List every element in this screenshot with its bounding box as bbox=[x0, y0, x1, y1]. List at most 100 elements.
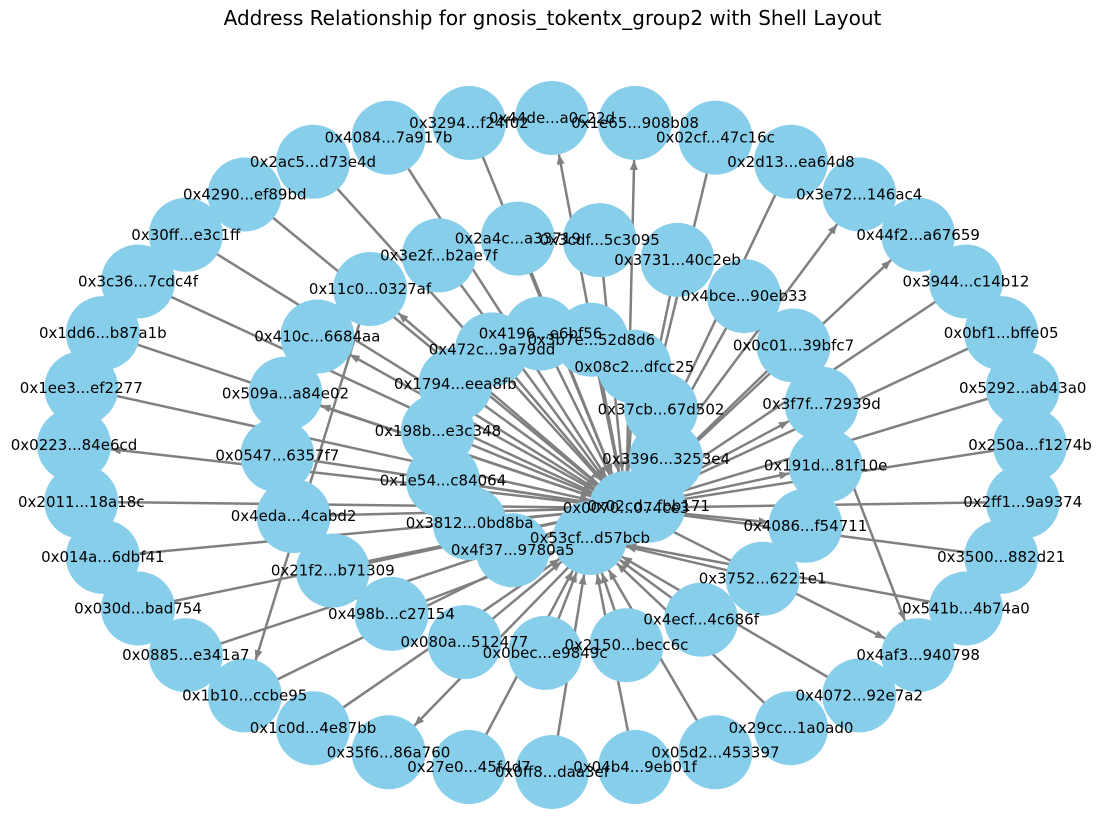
node-label: 0x3c36...7cdc4f bbox=[78, 273, 199, 291]
graph-node bbox=[553, 501, 627, 575]
node-circle bbox=[515, 735, 589, 809]
node-label: 0x0ff8...daa3ef bbox=[495, 763, 610, 781]
node-circle bbox=[768, 488, 843, 563]
graph-node bbox=[503, 296, 578, 371]
node-circle bbox=[148, 197, 223, 272]
node-circle bbox=[822, 658, 897, 733]
node-label: 0x3e72...146ac4 bbox=[796, 186, 922, 204]
node-label: 0x191d...81f10e bbox=[764, 457, 888, 475]
node-label: 0x3731...40c2eb bbox=[614, 251, 741, 269]
node-circle bbox=[756, 308, 831, 383]
graph-node bbox=[515, 735, 589, 809]
node-label: 0x29cc...1a0ad0 bbox=[729, 719, 854, 737]
node-circle bbox=[515, 81, 589, 155]
graph-node bbox=[148, 197, 223, 272]
node-circle bbox=[276, 691, 350, 766]
graph-node bbox=[756, 308, 831, 383]
node-label: 0x0bec...e9849c bbox=[483, 644, 608, 662]
node-label: 0x02cd...fbb171 bbox=[587, 497, 710, 515]
node-label: 0x498b...c27154 bbox=[328, 605, 455, 623]
graph-node bbox=[562, 203, 637, 278]
graph-node bbox=[964, 519, 1039, 594]
node-label: 0x1e54...c84064 bbox=[380, 472, 507, 490]
edge bbox=[243, 193, 599, 486]
edge bbox=[80, 386, 591, 502]
node-circle bbox=[148, 618, 223, 693]
node-label: 0x02cf...47c16c bbox=[656, 129, 775, 147]
graph-node bbox=[65, 296, 140, 371]
node-label: 0x0547...6357f7 bbox=[215, 446, 339, 464]
graph-node bbox=[401, 218, 476, 293]
graph-node bbox=[515, 81, 589, 155]
node-label: 0x53cf...d57bcb bbox=[530, 529, 650, 547]
node-circle bbox=[784, 366, 859, 441]
node-label: 0x509a...a84e02 bbox=[222, 385, 349, 403]
node-label: 0x0c01...39bfc7 bbox=[733, 337, 854, 355]
node-circle bbox=[664, 582, 739, 657]
edge bbox=[185, 233, 596, 490]
node-label: 0x3cdf...5c3095 bbox=[540, 231, 660, 249]
node-label: 0x3294...f24f02 bbox=[409, 114, 529, 132]
graph-node bbox=[768, 488, 843, 563]
node-circle bbox=[985, 351, 1060, 426]
graph-node bbox=[928, 244, 1003, 319]
graph-node bbox=[101, 244, 176, 319]
node-label: 0x30ff...e3c1ff bbox=[131, 226, 241, 244]
graph-node bbox=[240, 418, 315, 493]
graph-node bbox=[928, 571, 1003, 646]
node-circle bbox=[640, 222, 715, 297]
node-label: 0x1794...eea8fb bbox=[394, 375, 517, 393]
edge bbox=[110, 446, 627, 510]
node-label: 0x4ecf...4c686f bbox=[643, 611, 759, 629]
graph-node bbox=[354, 576, 429, 651]
node-label: 0x0bf1...bffe05 bbox=[944, 324, 1059, 342]
node-circle bbox=[431, 730, 506, 805]
node-circle bbox=[401, 218, 476, 293]
node-label: 0x014a...6dbf41 bbox=[41, 548, 165, 566]
node-label: 0x2ff1...9a9374 bbox=[963, 493, 1082, 511]
graph-node bbox=[589, 608, 664, 683]
graph-node bbox=[207, 157, 282, 232]
edge bbox=[312, 160, 603, 482]
node-circle bbox=[37, 408, 111, 482]
node-label: 0x1ee3...ef2277 bbox=[20, 379, 143, 397]
graph-node bbox=[276, 691, 350, 766]
node-circle bbox=[207, 658, 282, 733]
node-label: 0x2011...18a18c bbox=[18, 493, 145, 511]
node-label: 0x080a...512477 bbox=[401, 633, 529, 651]
node-label: 0x3752...6221e1 bbox=[699, 570, 827, 588]
edge bbox=[662, 500, 1023, 512]
node-label: 0x0223...84e6cd bbox=[11, 436, 138, 454]
graph-node bbox=[725, 541, 800, 616]
node-label: 0x4086...f54711 bbox=[743, 517, 867, 535]
node-label: 0x21f2...b71309 bbox=[271, 562, 395, 580]
node-circle bbox=[598, 730, 673, 805]
graph-node bbox=[508, 615, 583, 690]
node-circle bbox=[280, 299, 355, 374]
node-label: 0x3396...3253e4 bbox=[602, 450, 730, 468]
graph-node bbox=[754, 124, 828, 199]
node-label: 0x410c...6684aa bbox=[254, 328, 380, 346]
node-circle bbox=[480, 201, 555, 276]
node-label: 0x2a4c...a33719 bbox=[455, 230, 581, 248]
node-circle bbox=[881, 618, 956, 693]
graph-node bbox=[822, 157, 897, 232]
node-label: 0x3944...c14b12 bbox=[903, 273, 1030, 291]
graph-node bbox=[431, 730, 506, 805]
edge bbox=[137, 280, 593, 494]
node-circle bbox=[788, 428, 863, 503]
node-label: 0x0885...e341a7 bbox=[122, 646, 250, 664]
graph-node bbox=[351, 715, 426, 790]
node-circle bbox=[553, 501, 627, 575]
node-circle bbox=[354, 576, 429, 651]
graph-node bbox=[280, 299, 355, 374]
graph-node bbox=[640, 222, 715, 297]
node-label: 0x1b10...ccbe95 bbox=[182, 686, 307, 704]
graph-node bbox=[985, 351, 1060, 426]
node-circle bbox=[240, 418, 315, 493]
node-circle bbox=[589, 608, 664, 683]
node-circle bbox=[678, 715, 753, 790]
graph-node bbox=[295, 533, 370, 608]
node-circle bbox=[351, 715, 426, 790]
node-label: 0x35f6...86a760 bbox=[327, 743, 451, 761]
